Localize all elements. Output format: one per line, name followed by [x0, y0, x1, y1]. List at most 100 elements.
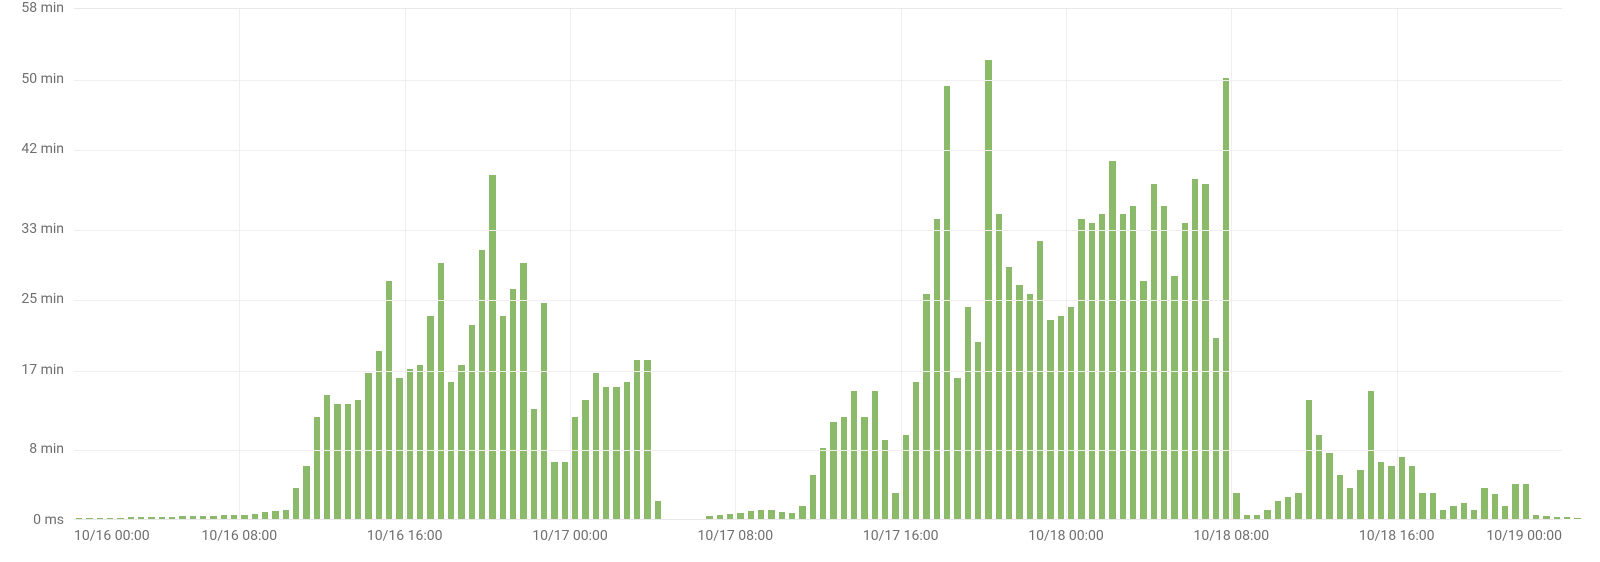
bar — [799, 506, 805, 519]
bar — [1223, 78, 1229, 519]
bar — [861, 417, 867, 519]
bar — [334, 404, 340, 519]
bar — [603, 387, 609, 519]
bar — [417, 365, 423, 519]
bar — [376, 351, 382, 519]
duration-bar-chart: 0 ms8 min17 min25 min33 min42 min50 min5… — [0, 0, 1600, 562]
bar — [262, 512, 268, 519]
bar — [727, 514, 733, 519]
bar — [531, 409, 537, 519]
bar — [1388, 466, 1394, 519]
x-tick-label: 10/18 16:00 — [1359, 528, 1435, 544]
bar — [996, 214, 1002, 519]
bar — [572, 417, 578, 519]
bar — [706, 516, 712, 519]
bar — [489, 175, 495, 519]
bar — [1306, 400, 1312, 519]
bar — [1151, 184, 1157, 519]
bar — [830, 422, 836, 519]
bar — [386, 281, 392, 519]
y-tick-label: 17 min — [21, 362, 64, 378]
x-tick-label: 10/17 00:00 — [532, 528, 608, 544]
bar — [882, 440, 888, 519]
y-tick-label: 0 ms — [33, 512, 64, 528]
bar — [355, 400, 361, 519]
bar — [1471, 510, 1477, 519]
y-tick-label: 50 min — [21, 71, 64, 87]
bar — [293, 488, 299, 519]
bar — [1357, 470, 1363, 519]
bar — [169, 517, 175, 519]
bar — [438, 263, 444, 519]
bar — [1523, 484, 1529, 519]
bar — [252, 514, 258, 519]
bar — [1419, 493, 1425, 519]
bar — [1202, 184, 1208, 519]
bar — [944, 86, 950, 519]
bar — [613, 387, 619, 519]
bar — [76, 518, 82, 519]
bar — [789, 513, 795, 519]
bar — [231, 515, 237, 519]
bar — [1068, 307, 1074, 519]
h-gridline — [74, 80, 1562, 81]
bar — [1047, 320, 1053, 519]
v-gridline — [570, 9, 571, 519]
x-tick-label: 10/16 00:00 — [74, 528, 150, 544]
x-tick-label: 10/17 08:00 — [698, 528, 774, 544]
bar — [1244, 515, 1250, 519]
bar — [1347, 488, 1353, 519]
bar — [1213, 338, 1219, 519]
bar — [717, 515, 723, 519]
y-tick-label: 42 min — [21, 141, 64, 157]
bar — [500, 316, 506, 519]
bar — [1326, 453, 1332, 519]
bar — [1016, 285, 1022, 519]
bar — [1006, 267, 1012, 519]
bar — [954, 378, 960, 519]
h-gridline — [74, 300, 1562, 301]
y-tick-label: 33 min — [21, 221, 64, 237]
bar — [841, 417, 847, 519]
y-axis: 0 ms8 min17 min25 min33 min42 min50 min5… — [0, 0, 74, 520]
bar — [1233, 493, 1239, 519]
bar — [551, 462, 557, 519]
bar — [820, 448, 826, 519]
bar — [427, 316, 433, 519]
bar — [117, 518, 123, 519]
bar — [1492, 494, 1498, 519]
bar — [779, 512, 785, 519]
bar — [562, 462, 568, 519]
bar — [200, 516, 206, 519]
bar — [396, 378, 402, 519]
bar — [1440, 510, 1446, 519]
bar — [1574, 518, 1580, 519]
v-gridline — [1397, 9, 1398, 519]
bar — [851, 391, 857, 519]
x-tick-label: 10/18 08:00 — [1194, 528, 1270, 544]
bar — [1316, 435, 1322, 519]
bar — [1275, 501, 1281, 519]
bars-layer — [74, 9, 1562, 519]
bar — [1430, 493, 1436, 519]
bar — [965, 307, 971, 519]
bar — [128, 517, 134, 519]
bar — [903, 435, 909, 519]
bar — [1161, 206, 1167, 519]
bar — [179, 516, 185, 519]
h-gridline — [74, 450, 1562, 451]
bar — [1130, 206, 1136, 519]
bar — [458, 365, 464, 519]
bar — [1027, 294, 1033, 519]
bar — [1512, 484, 1518, 519]
bar — [644, 360, 650, 519]
bar — [758, 510, 764, 519]
bar — [810, 475, 816, 519]
bar — [1399, 457, 1405, 519]
bar — [1543, 516, 1549, 519]
v-gridline — [1231, 9, 1232, 519]
x-tick-label: 10/16 08:00 — [202, 528, 278, 544]
bar — [324, 395, 330, 519]
bar — [1120, 214, 1126, 519]
bar — [97, 518, 103, 519]
